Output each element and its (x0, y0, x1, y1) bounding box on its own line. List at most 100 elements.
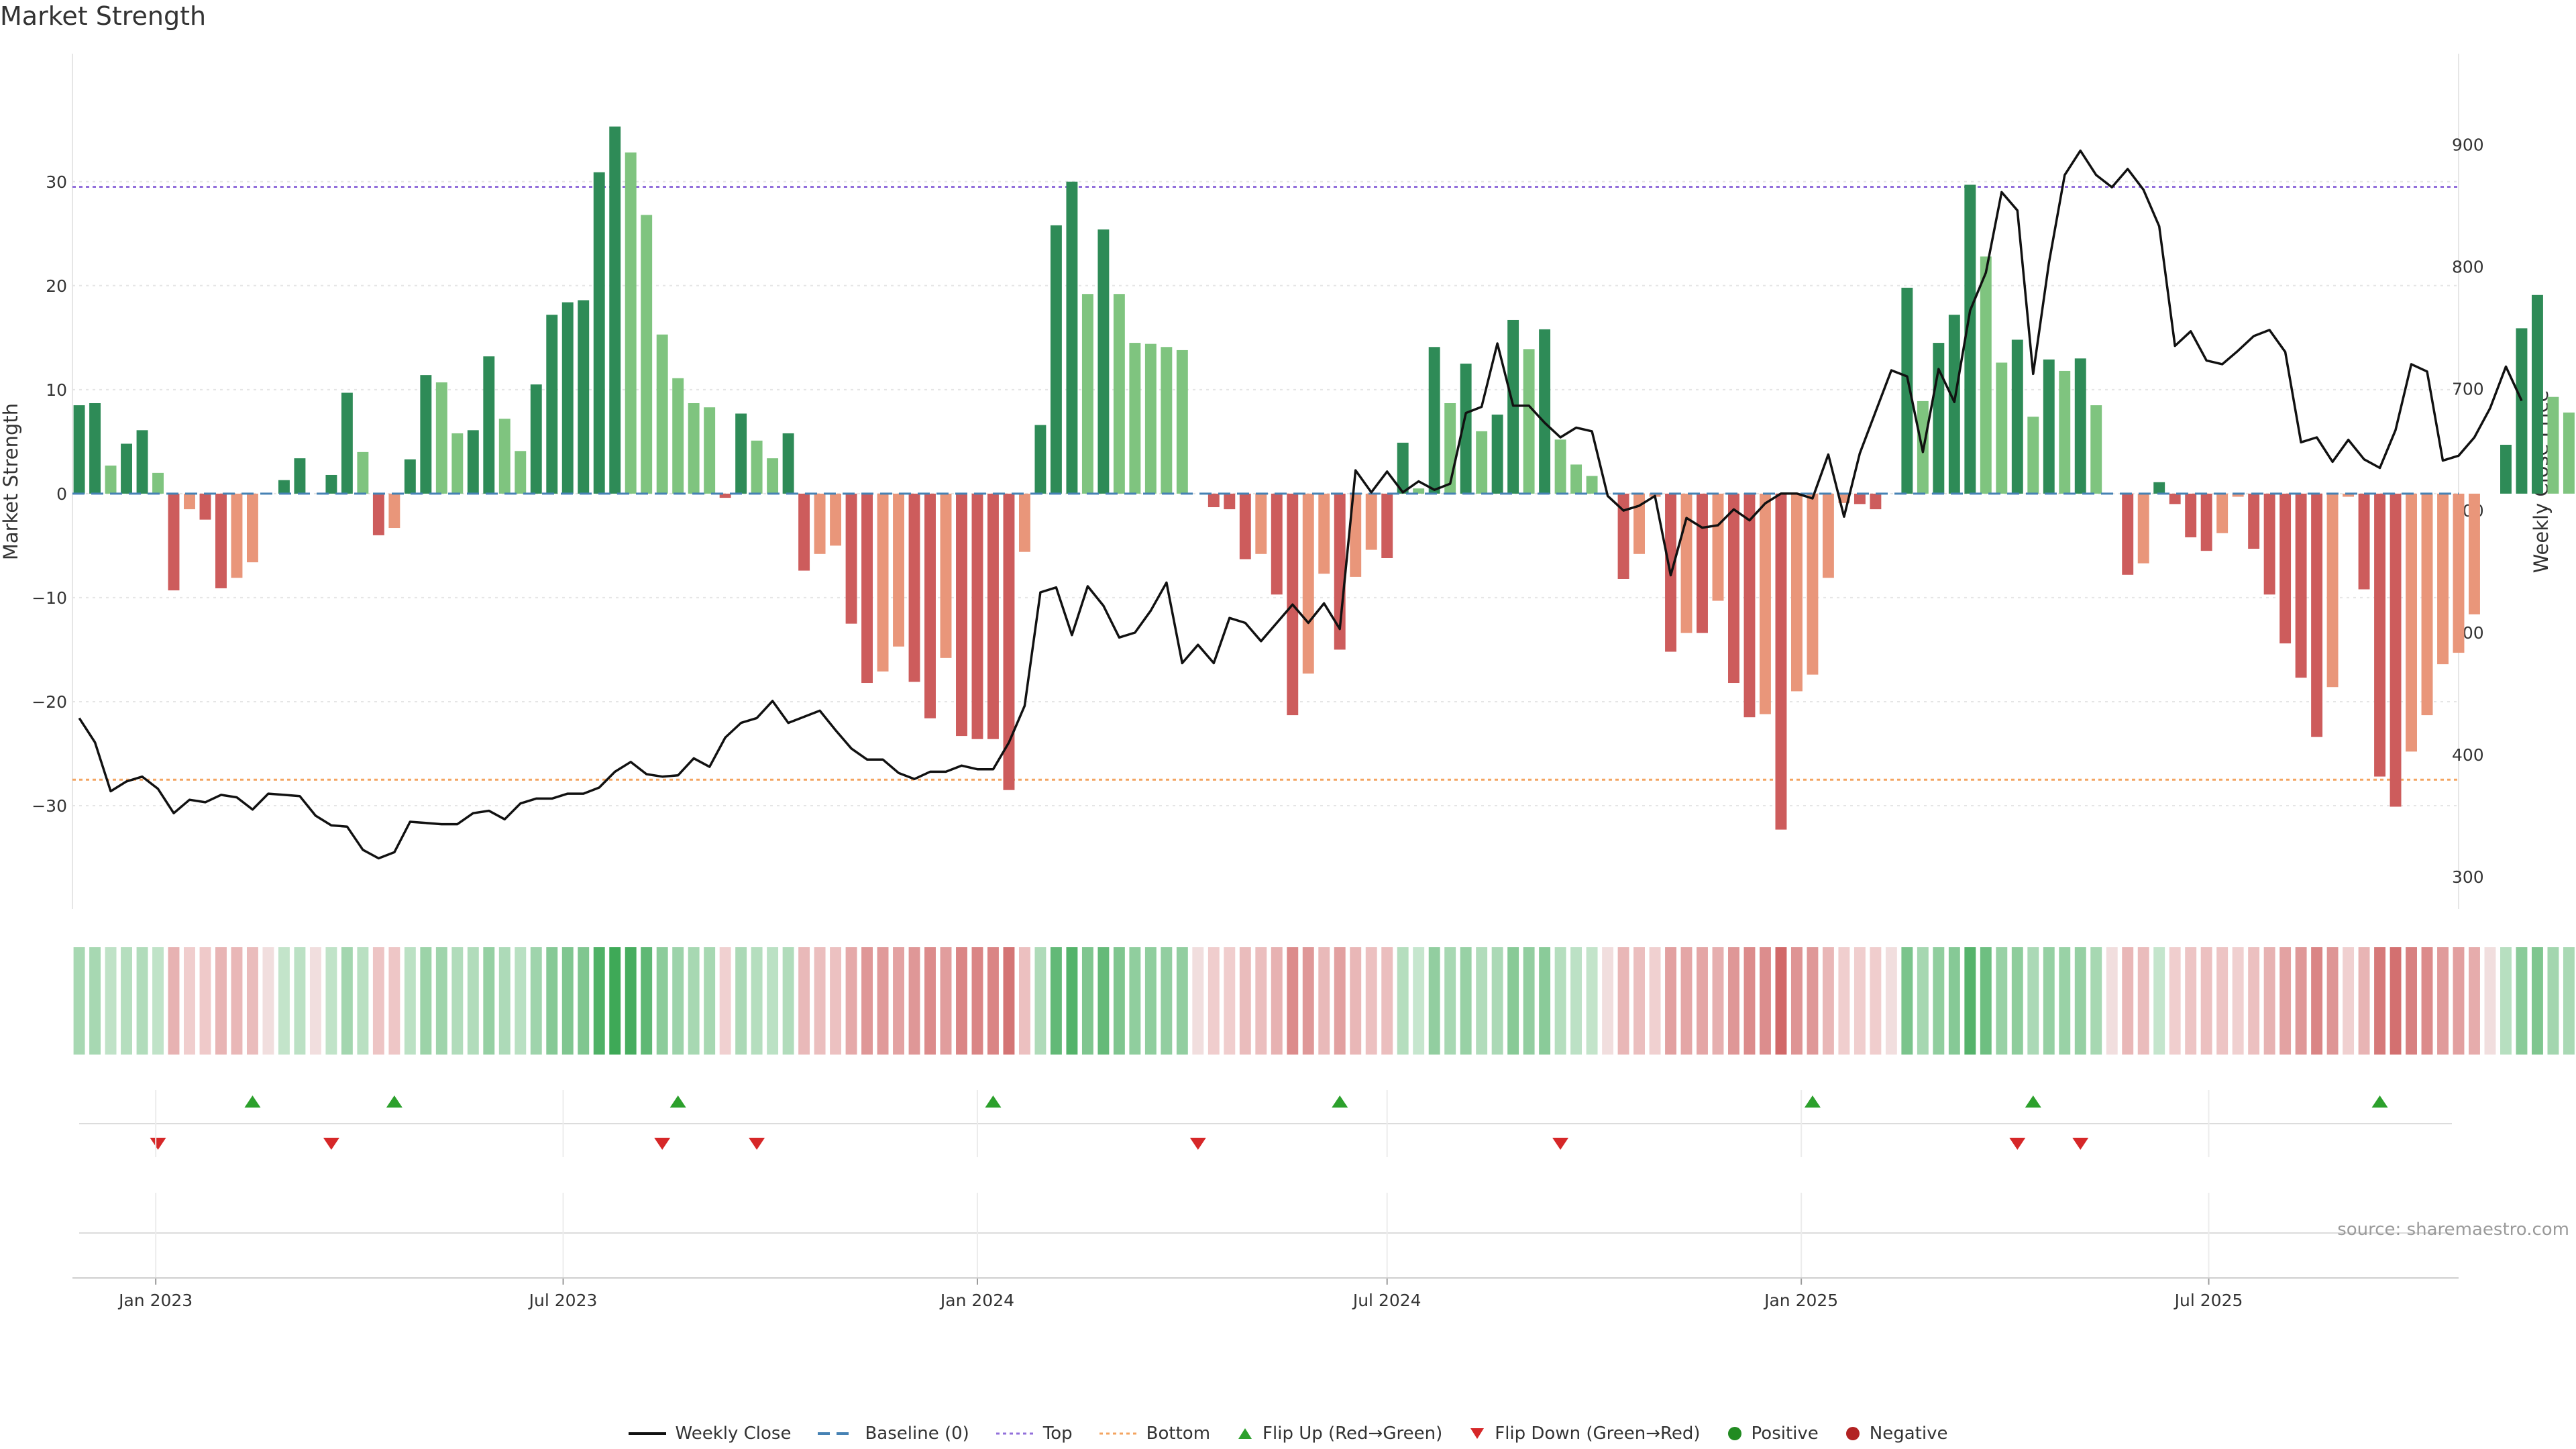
heat-cell (498, 947, 511, 1055)
strength-bar (357, 451, 369, 494)
heat-cell (1097, 947, 1110, 1055)
heat-cell (1697, 947, 1708, 1055)
heat-cell (2421, 947, 2433, 1055)
heat-cell (1712, 947, 1724, 1055)
strength-bar (1554, 439, 1566, 494)
heat-cell (199, 947, 211, 1055)
x-tick-label: Jul 2023 (528, 1291, 598, 1310)
heat-cell (625, 947, 637, 1055)
strength-bar (1081, 294, 1093, 494)
strength-bar (1790, 493, 1803, 692)
heat-cell (357, 947, 369, 1055)
strength-bar (2153, 482, 2165, 494)
legend-item-flip-up: Flip Up (Red→Green) (1237, 1424, 1442, 1444)
strength-bar (435, 382, 447, 494)
heat-cell (2248, 947, 2260, 1055)
heat-cell (1743, 947, 1756, 1055)
heat-cell (2106, 947, 2118, 1055)
strength-bar (830, 493, 842, 546)
y-tick-label: 10 (46, 380, 67, 400)
strength-bar (1633, 493, 1645, 554)
heat-cell (325, 947, 337, 1055)
heat-cell (1854, 947, 1866, 1055)
heat-cell (2547, 947, 2559, 1055)
heat-cell (1649, 947, 1661, 1055)
heat-cell (2343, 947, 2355, 1055)
strength-bar (404, 459, 416, 494)
strength-bar (2343, 493, 2355, 497)
heat-cell (782, 947, 794, 1055)
strength-bar (2122, 493, 2134, 575)
heat-cell (1901, 947, 1913, 1055)
flip-up-marker (985, 1095, 1002, 1108)
strength-bar (73, 405, 85, 494)
flip-up-marker (244, 1095, 261, 1108)
strength-bar (987, 493, 999, 739)
heat-cell (1113, 947, 1125, 1055)
strength-bar (1523, 349, 1535, 494)
strength-bar (940, 493, 952, 658)
strength-bar (1807, 493, 1819, 675)
strength-bar (199, 493, 211, 520)
heat-cell (89, 947, 101, 1055)
heat-cell (704, 947, 716, 1055)
strength-bar (215, 493, 227, 588)
strength-bar (184, 493, 195, 510)
heat-cell (2531, 947, 2543, 1055)
strength-bar (136, 430, 148, 494)
strength-bar (1097, 229, 1110, 494)
strength-bar (1018, 493, 1030, 552)
heat-cell (152, 947, 164, 1055)
strength-bar (231, 493, 243, 578)
y-tick-label: 20 (46, 276, 67, 296)
heat-cell (546, 947, 558, 1055)
heat-cell (184, 947, 195, 1055)
heat-cell (435, 947, 447, 1055)
heat-cell (309, 947, 321, 1055)
strength-bar (2295, 493, 2307, 678)
strength-bar (751, 440, 763, 494)
strength-bar (719, 493, 731, 498)
strength-bar (593, 172, 605, 494)
heat-cell (1034, 947, 1046, 1055)
strength-bar (971, 493, 983, 739)
chart-canvas: 3020100−10−20−30900800700600500400300Mar… (0, 54, 2575, 1310)
strength-bar (893, 493, 904, 647)
heat-cell (231, 947, 243, 1055)
strength-bar (1113, 294, 1125, 494)
heat-cell (2090, 947, 2102, 1055)
heat-cell (1539, 947, 1551, 1055)
heat-cell (215, 947, 227, 1055)
heat-cell (2406, 947, 2417, 1055)
strength-bar (704, 407, 716, 494)
strength-bar (1397, 442, 1409, 494)
heat-cell (2390, 947, 2402, 1055)
heat-cell (1066, 947, 1078, 1055)
strength-bar (798, 493, 810, 571)
heat-cell (2516, 947, 2528, 1055)
heat-cell (1476, 947, 1488, 1055)
strength-bar (2374, 493, 2386, 777)
strength-bar (735, 413, 747, 494)
strength-bar (168, 493, 180, 591)
weekly-close-line (78, 149, 2523, 860)
strength-bar (1413, 488, 1425, 494)
strength-bar (2074, 358, 2086, 494)
triangle-up-icon (1238, 1428, 1252, 1439)
heat-cell (136, 947, 148, 1055)
heat-cell (1602, 947, 1614, 1055)
heat-cell (1365, 947, 1377, 1055)
y-tick-label: −10 (32, 588, 67, 608)
strength-bar (1901, 287, 1913, 494)
heat-cell (861, 947, 873, 1055)
heat-cell (1350, 947, 1362, 1055)
legend-item-baseline: Baseline (0) (818, 1424, 969, 1444)
heat-cell (814, 947, 826, 1055)
x-tick-label: Jan 2023 (117, 1291, 193, 1310)
strength-bar (2421, 493, 2433, 716)
strength-bar (625, 152, 637, 494)
strength-bar (1933, 343, 1945, 494)
heat-cell (672, 947, 684, 1055)
heat-cell (877, 947, 889, 1055)
heat-cell (2484, 947, 2496, 1055)
